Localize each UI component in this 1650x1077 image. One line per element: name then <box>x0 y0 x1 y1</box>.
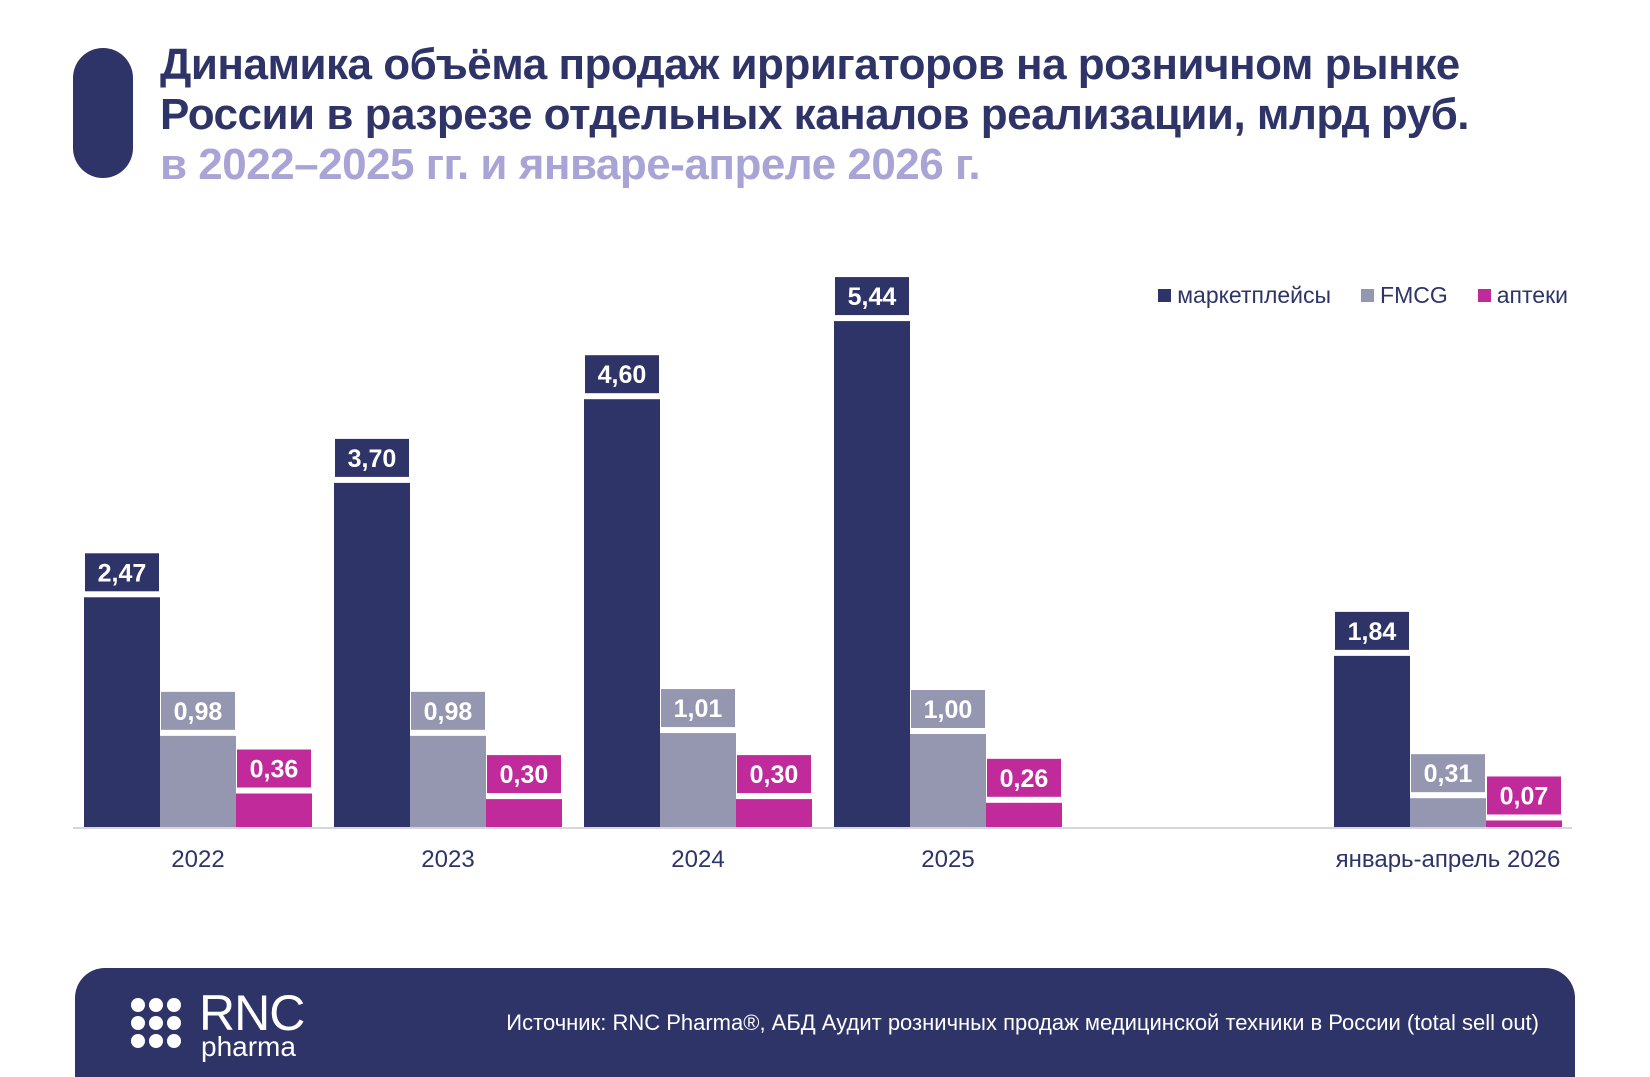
value-label-box-fmcg-2 <box>661 689 735 728</box>
title-line-1: Динамика объёма продаж ирригаторов на ро… <box>160 40 1460 89</box>
legend-swatch-pharmacies <box>1477 289 1491 302</box>
value-label-marketplaces-2: 4,60 <box>598 361 647 389</box>
legend-item-fmcg: FMCG <box>1361 282 1448 309</box>
bar-fmcg-1 <box>410 735 486 827</box>
value-label-box-fmcg-4 <box>1411 754 1485 793</box>
bar-marketplaces-4 <box>1334 655 1410 827</box>
logo-dots-icon <box>131 998 181 1048</box>
bar-marketplaces-1 <box>334 482 410 827</box>
bar-fmcg-4 <box>1410 798 1486 827</box>
bar-pharmacies-0 <box>236 793 312 827</box>
value-label-box-fmcg-0 <box>161 691 235 730</box>
category-label-1: 2023 <box>421 846 474 873</box>
legend-item-pharmacies: аптеки <box>1477 282 1568 309</box>
value-label-box-marketplaces-0 <box>85 553 159 592</box>
bar-pharmacies-2 <box>736 799 812 827</box>
value-label-box-marketplaces-1 <box>335 438 409 477</box>
source-note: Источник: RNC Pharma®, АБД Аудит розничн… <box>506 1010 1539 1035</box>
footer-banner: RNC pharma Источник: RNC Pharma®, АБД Ау… <box>75 968 1575 1077</box>
bar-pharmacies-4 <box>1486 820 1562 827</box>
category-label-3: 2025 <box>921 846 974 873</box>
value-label-marketplaces-3: 5,44 <box>848 283 897 311</box>
category-label-2: 2024 <box>671 846 724 873</box>
value-label-box-marketplaces-2 <box>585 355 659 394</box>
value-label-box-fmcg-3 <box>911 690 985 728</box>
bar-fmcg-0 <box>160 735 236 827</box>
legend-item-marketplaces: маркетплейсы <box>1158 282 1331 309</box>
legend-label-pharmacies: аптеки <box>1496 282 1568 308</box>
bar-pharmacies-1 <box>486 799 562 827</box>
logo-pharma-text: pharma <box>201 1031 296 1062</box>
value-label-box-pharmacies-4 <box>1487 776 1561 815</box>
value-label-fmcg-3: 1,00 <box>924 696 973 724</box>
value-label-box-pharmacies-0 <box>237 749 311 788</box>
value-label-fmcg-2: 1,01 <box>674 695 723 723</box>
value-label-pharmacies-1: 0,30 <box>500 761 549 789</box>
category-label-4: январь-апрель 2026 <box>1336 846 1561 873</box>
value-label-box-pharmacies-3 <box>987 758 1061 797</box>
bar-marketplaces-3 <box>834 321 910 827</box>
value-label-pharmacies-2: 0,30 <box>750 761 799 789</box>
value-label-pharmacies-0: 0,36 <box>250 756 299 784</box>
value-label-fmcg-0: 0,98 <box>174 698 223 726</box>
bar-marketplaces-0 <box>84 597 160 827</box>
legend-swatch-fmcg <box>1361 289 1375 302</box>
chart-legend: маркетплейсы FMCG аптеки <box>1158 282 1568 309</box>
value-label-box-pharmacies-2 <box>737 755 811 794</box>
bar-marketplaces-2 <box>584 399 660 827</box>
value-label-marketplaces-0: 2,47 <box>98 559 147 587</box>
value-label-pharmacies-4: 0,07 <box>1500 782 1549 810</box>
value-label-box-marketplaces-4 <box>1335 611 1409 650</box>
value-label-box-marketplaces-3 <box>835 277 909 316</box>
value-label-pharmacies-3: 0,26 <box>1000 765 1049 793</box>
bar-chart: 2,47 0,98 0,36 2022 3,70 0,98 0,30 2023 4,60 1,01… <box>73 277 1572 873</box>
legend-label-marketplaces: маркетплейсы <box>1177 282 1332 308</box>
bar-fmcg-3 <box>910 734 986 827</box>
value-label-fmcg-1: 0,98 <box>424 698 473 726</box>
category-label-0: 2022 <box>171 846 224 873</box>
title-line-3: в 2022–2025 гг. и январе-апреле 2026 г. <box>160 140 981 189</box>
value-label-marketplaces-4: 1,84 <box>1348 618 1397 646</box>
bar-fmcg-2 <box>660 733 736 827</box>
value-label-marketplaces-1: 3,70 <box>348 445 397 473</box>
logo-rnc-text: RNC <box>199 985 305 1041</box>
title-accent-pill <box>73 48 133 178</box>
value-label-fmcg-4: 0,31 <box>1424 760 1473 788</box>
rnc-pharma-logo: RNC pharma <box>131 986 321 1062</box>
value-label-box-pharmacies-1 <box>487 755 561 794</box>
title-line-2: России в разрезе отдельных каналов реали… <box>160 90 1470 139</box>
legend-swatch-marketplaces <box>1158 289 1172 302</box>
chart-title: Динамика объёма продаж ирригаторов на ро… <box>160 40 1620 190</box>
legend-label-fmcg: FMCG <box>1380 282 1448 308</box>
value-label-box-fmcg-1 <box>411 691 485 730</box>
bar-pharmacies-3 <box>986 802 1062 827</box>
